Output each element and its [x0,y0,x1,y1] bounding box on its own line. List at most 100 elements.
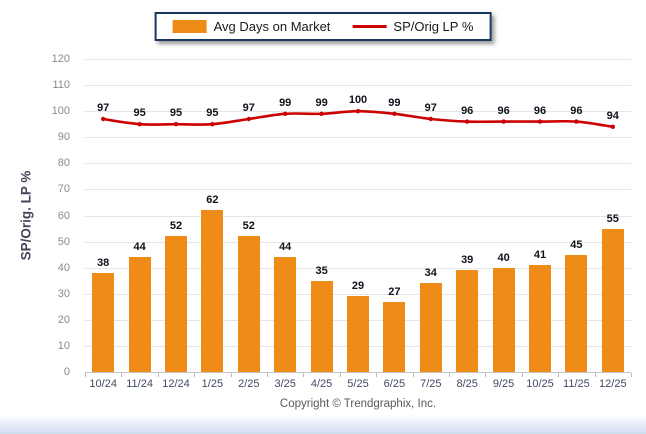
axis-tick [121,373,123,377]
gridline [85,241,631,243]
line-point [428,116,433,122]
legend: Avg Days on Market SP/Orig LP % [154,12,492,41]
line-value-label: 100 [348,94,368,107]
bar-value-label: 27 [388,285,401,298]
line-value-label: 96 [570,104,583,117]
line-point [537,119,543,124]
y-tick-label: 110 [52,79,70,92]
x-tick-label: 5/25 [347,378,369,390]
line-point [355,109,361,114]
bar [237,236,260,372]
y-tick-label: 120 [51,53,70,65]
x-tick-label: 9/25 [492,378,515,390]
y-tick-label: 90 [57,131,70,144]
plot-area: 38 44 52 62 52 44 35 29 27 34 39 40 41 45 55 97 95 95 95 97… [85,59,632,377]
bar-value-label: 44 [279,241,292,254]
gridline [85,59,631,60]
line-value-label: 97 [242,102,255,114]
bar [128,257,151,372]
bar-value-label: 35 [315,264,328,277]
x-tick-label: 10/25 [526,378,554,390]
bar [492,267,515,372]
bar-value-label: 52 [169,220,183,233]
y-tick-label: 60 [57,209,70,222]
bar [310,280,333,372]
x-tick-label: 6/25 [383,378,406,390]
line-point [465,119,470,124]
line-point [501,119,506,124]
y-axis: 0 10 20 30 40 50 60 70 80 90 100 110 120 [0,53,76,378]
line-value-label: 94 [606,109,619,122]
line-value-label: 95 [206,107,219,120]
x-tick-label: 1/25 [201,378,224,390]
y-tick-label: 0 [63,366,70,378]
y-tick-label: 20 [57,313,70,326]
bar [201,210,224,372]
bar-value-label: 44 [133,241,146,254]
trend-line-svg [101,109,615,129]
bar-value-label: 34 [424,267,437,280]
axis-tick [485,373,487,377]
line-value-label: 99 [279,96,292,109]
bar-value-label: 41 [533,249,547,262]
line-value-label: 96 [461,104,474,117]
line-value-label: 95 [133,107,146,120]
line-point [173,122,179,127]
bar [565,254,588,372]
x-tick-label: 2/25 [238,378,260,390]
gridline [85,215,631,217]
line-value-label: 99 [388,96,401,109]
line-value-label: 96 [533,104,547,117]
gridline [85,189,631,191]
line-point [392,111,397,116]
line-value-label: 99 [315,96,328,109]
axis-tick [521,373,523,377]
y-tick-label: 10 [57,339,70,352]
bar-value-label: 45 [570,238,583,251]
axis-tick [339,373,341,377]
line-swatch-icon [352,25,387,28]
axis-tick [631,373,632,377]
gridline [85,372,631,373]
x-tick-label: 3/25 [274,378,296,390]
line-point [246,116,251,122]
x-tick-label: 7/25 [420,378,442,390]
copyright-text: Copyright © Trendgraphix, Inc. [279,398,437,410]
bar-value-label: 29 [351,280,365,293]
bar [419,283,442,372]
bar [92,272,115,372]
axis-tick [594,373,596,377]
bar [347,296,369,372]
x-tick-label: 10/24 [89,378,117,390]
axis-tick [230,373,232,377]
y-tick-label: 80 [57,157,70,170]
x-tick-label: 4/25 [310,378,333,390]
y-tick-label: 50 [57,235,70,248]
line-value-label: 96 [497,104,510,117]
bar [601,228,624,372]
gridline [85,163,631,165]
legend-line-label: SP/Orig LP % [393,19,474,34]
x-axis: 10/24 11/24 12/24 1/25 2/25 3/25 4/25 5/25 6/25 7… [85,378,631,392]
line-point [101,116,106,122]
bar-value-label: 52 [242,220,255,233]
bar [274,257,297,372]
axis-tick [194,373,196,377]
line-point [210,122,215,127]
axis-tick [85,373,86,377]
line-point [137,122,142,127]
bar-value-label: 38 [97,256,110,269]
y-tick-label: 100 [51,105,70,118]
bar [383,301,406,372]
bar [529,265,551,372]
line-point [283,111,288,116]
line-value-label: 95 [169,107,183,120]
axis-tick [157,373,159,377]
bar-value-label: 40 [497,251,510,264]
axis-tick [376,373,378,377]
line-value-label: 97 [424,102,437,114]
gridline [85,137,631,139]
bar-value-label: 55 [606,212,619,225]
gridline [85,293,631,295]
